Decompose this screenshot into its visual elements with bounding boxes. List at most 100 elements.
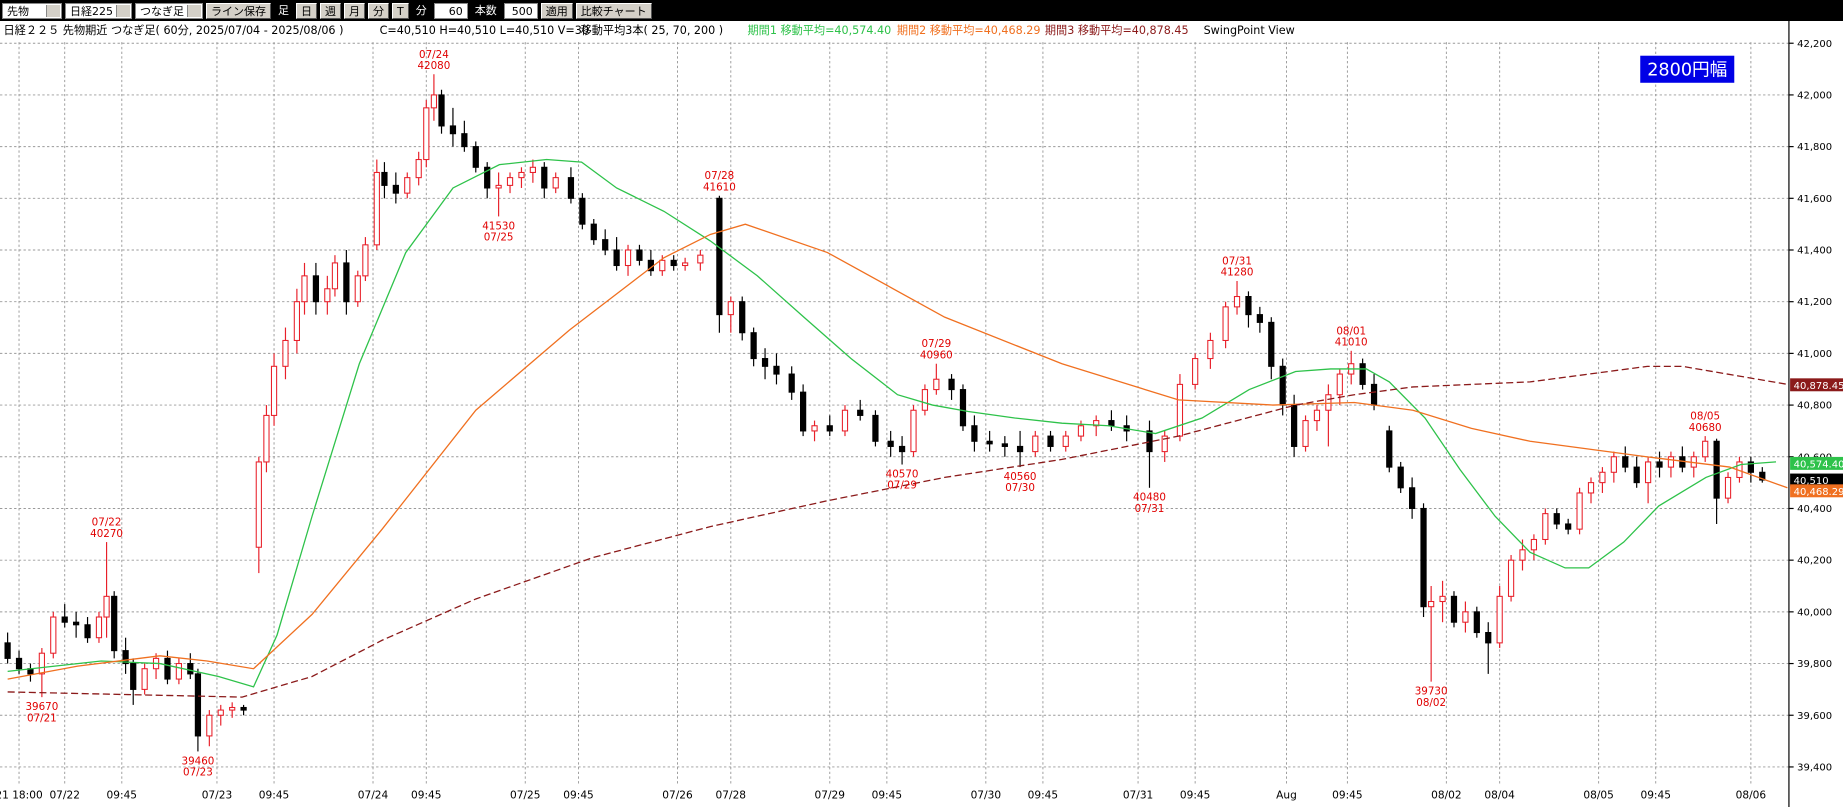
toolbar-input[interactable]: 500 [503, 2, 538, 19]
candle-body [415, 159, 422, 179]
toolbar-button[interactable]: 日 [296, 2, 317, 19]
candle-body [1656, 461, 1663, 468]
x-tick-label: 07/30 [971, 790, 1002, 802]
x-tick-label: 09:45 [872, 790, 902, 802]
swing-label: 07/30 [1005, 482, 1035, 494]
candle-body [1336, 373, 1343, 396]
y-tick-label: 40,800 [1797, 401, 1832, 412]
candle-body [324, 288, 331, 303]
toolbar-button[interactable]: ライン保存 [206, 2, 271, 19]
candle-body [948, 378, 955, 391]
toolbar-input[interactable]: 60 [433, 2, 468, 19]
candle-body [716, 197, 723, 316]
y-tick-label: 39,400 [1797, 762, 1832, 773]
toolbar-button[interactable]: 比較チャート [575, 2, 652, 19]
candle-body [263, 414, 270, 463]
x-tick-label: 09:45 [1180, 790, 1210, 802]
swing-label: 07/31 [1135, 503, 1165, 515]
candle-body [392, 184, 399, 194]
x-tick-label: 09:45 [411, 790, 441, 802]
info-line: 日経２２５ 先物期近 つなぎ足( 60分, 2025/07/04 - 2025/… [4, 23, 1295, 37]
view-name: SwingPoint View [1204, 24, 1295, 37]
candle-body [194, 673, 202, 737]
swing-label: 40960 [920, 349, 953, 361]
candle-body [506, 177, 514, 186]
candle-body [898, 445, 906, 453]
x-tick-label: 08/05 [1583, 790, 1613, 802]
candle-body [1576, 492, 1583, 530]
candle-body [1302, 420, 1309, 447]
toolbar-select[interactable]: つなぎ足 [135, 2, 203, 19]
swing-label: 07/24 [419, 49, 449, 61]
toolbar-button[interactable]: 月 [344, 2, 365, 19]
candle-body [959, 389, 967, 427]
swing-label: 07/22 [92, 517, 122, 529]
toolbar: 先物 日経225 つなぎ足 ライン保存足日週月分 T 分 60 本数 500 適用 比較チャート [0, 0, 1843, 21]
candle-body [373, 171, 380, 246]
toolbar-label: 足 [278, 3, 289, 17]
y-tick-label: 41,400 [1797, 246, 1832, 257]
candle-body [1233, 295, 1241, 308]
y-tick-label: 40,200 [1797, 556, 1832, 567]
badge-text: 2800円幅 [1647, 60, 1727, 81]
swing-label: 08/02 [1416, 697, 1446, 709]
candle-body [887, 440, 894, 447]
candle-body [1077, 425, 1085, 437]
candle-body [1747, 461, 1754, 473]
legend-entry: 期間2 移動平均=40,468.29 [897, 23, 1041, 37]
swing-label: 41610 [703, 181, 736, 193]
swing-label: 07/25 [484, 232, 514, 244]
toolbar-select[interactable]: 先物 [2, 2, 62, 19]
candle-body [111, 595, 118, 652]
candle-body [1386, 430, 1393, 468]
x-tick-label: 07/23 [202, 790, 232, 802]
candle-body [971, 425, 978, 442]
candle-body [986, 440, 993, 445]
candle-body [1565, 523, 1572, 530]
candle-body [1507, 559, 1515, 597]
candle-body [1408, 487, 1416, 509]
y-tick-label: 42,000 [1797, 90, 1832, 101]
swing-label: 07/28 [705, 170, 735, 182]
price-tag [1790, 456, 1843, 470]
grid [0, 42, 1789, 786]
toolbar-button[interactable]: 週 [320, 2, 341, 19]
candle-body [739, 301, 746, 334]
toolbar-button[interactable]: T [392, 2, 409, 19]
toolbar-button[interactable]: 分 [368, 2, 389, 19]
candle-body [1702, 440, 1709, 458]
swing-label: 07/21 [27, 712, 57, 724]
x-tick-label: 21 18:00 [0, 790, 43, 802]
candle-body [354, 275, 361, 303]
candle-body [529, 166, 536, 173]
toolbar-label: 本数 [474, 3, 497, 17]
candle-body [381, 171, 388, 186]
x-tick-label: 07/29 [815, 790, 845, 802]
candle-body [1313, 409, 1321, 422]
x-tick-label: 07/24 [358, 790, 389, 802]
candle-body [1108, 420, 1115, 427]
candle-body [1093, 420, 1100, 427]
candle-body [750, 332, 757, 360]
candle-body [438, 94, 445, 127]
candle-body [206, 714, 213, 737]
toolbar-button[interactable]: 適用 [540, 2, 573, 19]
moving-average [7, 158, 1777, 688]
swing-label: 08/01 [1336, 325, 1366, 337]
candle-body [404, 177, 411, 194]
candle-body [122, 650, 129, 665]
candle-body [602, 239, 609, 251]
candle-body [1439, 595, 1446, 603]
toolbar-select[interactable]: 日経225 [65, 2, 132, 19]
x-tick-label: 09:45 [563, 790, 593, 802]
candle-body [15, 657, 23, 670]
candle-body [1644, 461, 1652, 484]
candle-body [1192, 358, 1199, 385]
candle-body [1370, 383, 1378, 406]
candle-body [670, 259, 677, 267]
candle-body [773, 365, 780, 375]
price-tag-label: 40,468.29 [1794, 487, 1843, 498]
price-tag [1790, 484, 1843, 498]
y-tick-label: 39,800 [1797, 659, 1832, 670]
candle-body [61, 616, 68, 623]
